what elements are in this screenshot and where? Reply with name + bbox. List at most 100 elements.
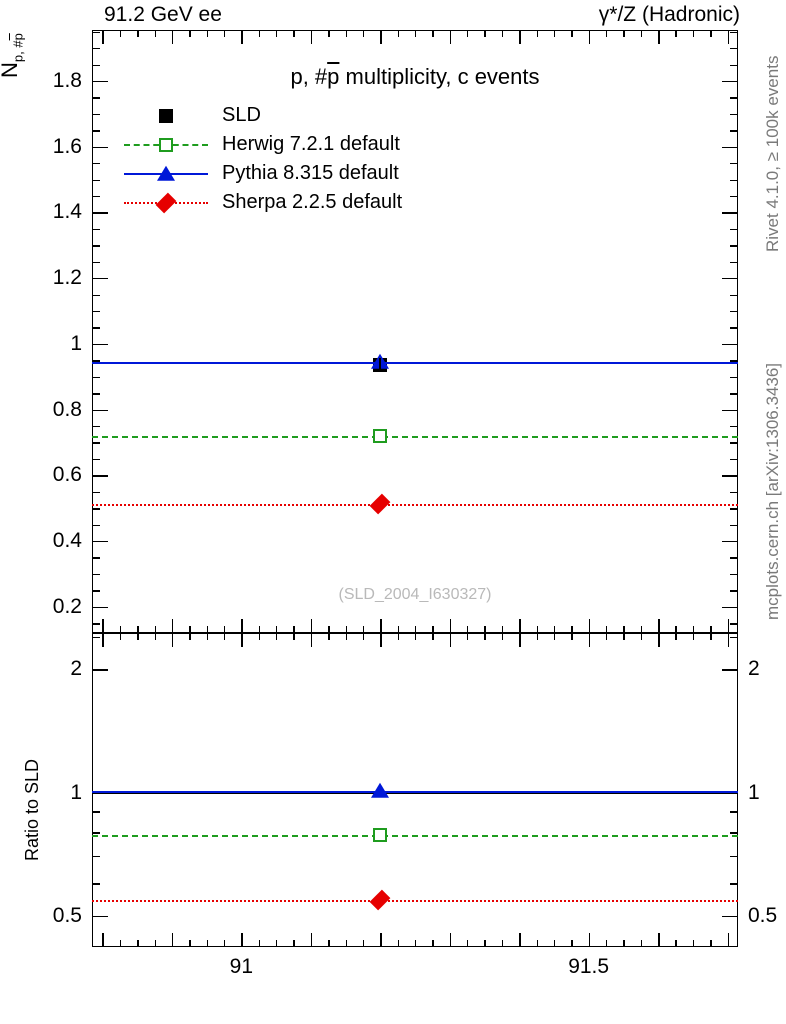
axis-tick <box>710 940 712 947</box>
axis-tick <box>154 633 156 640</box>
axis-tick <box>727 633 729 647</box>
axis-tick <box>692 633 695 640</box>
axis-tick <box>92 228 100 231</box>
ratio-reference-line <box>92 792 738 794</box>
axis-tick <box>92 146 108 149</box>
axis-tick <box>710 626 712 633</box>
axis-tick <box>328 30 330 37</box>
axis-tick <box>730 261 738 264</box>
axis-tick <box>730 48 738 50</box>
axis-tick <box>92 31 100 34</box>
axis-tick <box>92 97 100 99</box>
axis-tick <box>536 30 538 37</box>
title-overline: p <box>327 64 340 89</box>
axis-tick <box>730 811 738 813</box>
ratio-line-pythia <box>92 790 738 793</box>
main-y-tick-label: 0.8 <box>52 397 82 421</box>
axis-tick <box>92 163 100 165</box>
axis-tick <box>449 619 452 633</box>
axis-tick <box>154 30 156 37</box>
legend-item-pythia[interactable]: Pythia 8.315 default <box>120 160 420 189</box>
axis-tick <box>730 113 738 116</box>
axis-tick <box>658 933 660 947</box>
ratio-y-tick-label-right: 0.5 <box>748 903 778 927</box>
axis-tick <box>171 619 174 633</box>
legend: SLD Herwig 7.2.1 default Pythia 8.315 de… <box>120 102 420 218</box>
ratio-point-herwig <box>373 827 388 842</box>
axis-tick <box>137 30 139 37</box>
axis-tick <box>519 30 521 44</box>
axis-tick <box>92 573 100 576</box>
axis-tick <box>730 97 738 99</box>
axis-tick <box>640 940 643 947</box>
axis-tick <box>730 327 738 329</box>
title-post: multiplicity, c events <box>339 64 540 89</box>
axis-tick <box>380 619 382 633</box>
series-line-herwig <box>92 435 738 438</box>
axis-tick <box>206 633 208 640</box>
legend-label-herwig: Herwig 7.2.1 default <box>222 133 400 155</box>
axis-tick <box>710 30 712 37</box>
axis-tick <box>730 163 738 165</box>
axis-tick <box>730 508 738 510</box>
axis-tick <box>397 940 400 947</box>
axis-tick <box>92 393 100 395</box>
axis-tick <box>640 633 643 640</box>
legend-label-sherpa: Sherpa 2.2.5 default <box>222 191 403 213</box>
axis-tick <box>730 636 738 639</box>
axis-tick <box>730 491 738 494</box>
axis-tick <box>92 113 100 116</box>
axis-tick <box>258 30 261 37</box>
legend-item-herwig[interactable]: Herwig 7.2.1 default <box>120 131 420 160</box>
axis-tick <box>730 195 738 198</box>
axis-tick <box>501 940 504 947</box>
axis-tick <box>92 64 100 66</box>
main-y-tick-label: 1.2 <box>52 266 82 290</box>
series-line-sherpa <box>92 504 738 507</box>
mcplots-caption: mcplots.cern.ch [arXiv:1306.3436] <box>763 362 782 620</box>
axis-tick <box>623 626 625 633</box>
axis-tick <box>223 626 226 633</box>
axis-tick <box>467 940 469 947</box>
ratio-line-herwig <box>92 834 738 837</box>
axis-tick <box>206 30 208 37</box>
axis-tick <box>102 30 104 44</box>
axis-tick <box>658 633 660 647</box>
axis-tick <box>606 626 608 633</box>
axis-tick <box>276 626 278 633</box>
axis-tick <box>171 633 174 647</box>
axis-tick <box>92 245 100 247</box>
axis-tick <box>730 393 738 395</box>
header-process: γ*/Z (Hadronic) <box>598 3 740 26</box>
axis-tick <box>92 491 100 494</box>
axis-tick <box>397 30 400 37</box>
axis-tick <box>92 636 100 639</box>
axis-tick <box>449 933 452 947</box>
ratio-y-tick-label: 0.5 <box>52 903 82 927</box>
analysis-watermark: (SLD_2004_I630327) <box>338 586 492 603</box>
axis-tick <box>722 278 738 280</box>
axis-tick <box>727 30 729 44</box>
axis-tick <box>415 626 417 633</box>
axis-tick <box>92 458 100 461</box>
legend-item-sherpa[interactable]: Sherpa 2.2.5 default <box>120 189 420 218</box>
axis-tick <box>189 940 191 947</box>
axis-tick <box>241 633 243 647</box>
x-tick-label: 91.5 <box>568 955 610 978</box>
axis-tick <box>154 626 156 633</box>
axis-tick <box>102 619 104 633</box>
axis-tick <box>730 294 738 296</box>
axis-tick <box>223 633 226 640</box>
axis-tick <box>92 590 100 592</box>
axis-tick <box>571 30 573 37</box>
axis-tick <box>623 940 625 947</box>
ratio-y-tick-label-right: 1 <box>748 780 760 804</box>
axis-tick <box>310 619 313 633</box>
axis-tick <box>606 940 608 947</box>
axis-tick <box>293 633 295 640</box>
axis-tick <box>730 245 738 247</box>
axis-tick <box>328 940 330 947</box>
axis-tick <box>730 376 738 379</box>
legend-item-sld[interactable]: SLD <box>120 102 420 131</box>
axis-tick <box>722 540 738 543</box>
